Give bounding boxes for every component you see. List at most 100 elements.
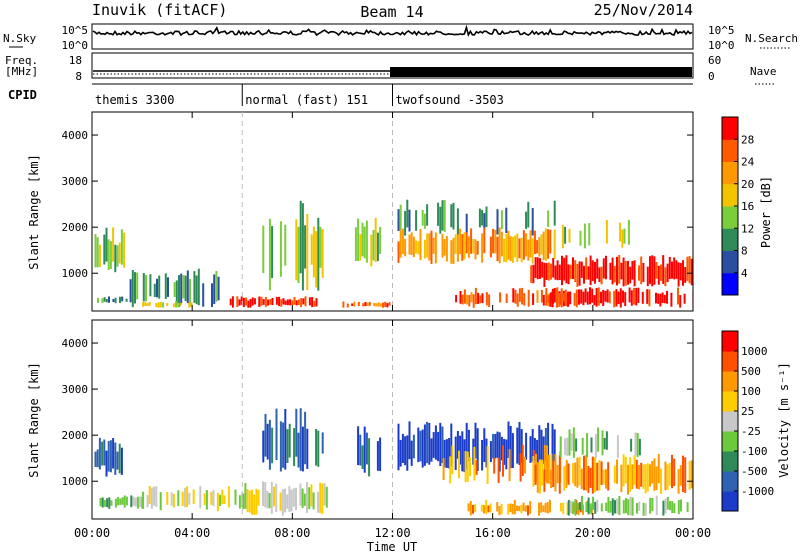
scatter-cell bbox=[540, 429, 543, 462]
scatter-cell bbox=[269, 299, 272, 305]
scatter-cell bbox=[556, 288, 558, 308]
scatter-cell bbox=[321, 483, 324, 514]
scatter-cell bbox=[587, 497, 590, 515]
scatter-cell bbox=[516, 233, 519, 262]
scatter-cell bbox=[166, 491, 169, 505]
scatter-cell bbox=[374, 218, 377, 262]
scatter-cell bbox=[596, 462, 599, 491]
scatter-cell bbox=[533, 438, 536, 461]
scatter-cell bbox=[279, 492, 282, 511]
scatter-cell bbox=[268, 493, 271, 509]
colorbar-cell bbox=[722, 250, 738, 274]
scatter-cell bbox=[613, 465, 616, 484]
scatter-cell bbox=[419, 430, 422, 462]
scatter-cell bbox=[376, 232, 379, 262]
x-tick-label: 00:00 bbox=[74, 526, 110, 540]
scatter-cell bbox=[570, 500, 572, 514]
nave-dense-bars bbox=[390, 67, 692, 77]
scatter-cell bbox=[159, 301, 162, 308]
scatter-cell bbox=[545, 263, 548, 280]
scatter-cell bbox=[592, 496, 594, 510]
scatter-cell bbox=[664, 267, 667, 287]
x-tick-label: 20:00 bbox=[575, 526, 611, 540]
scatter-cell bbox=[210, 491, 213, 505]
scatter-cell bbox=[637, 287, 640, 303]
scatter-cell bbox=[666, 464, 669, 490]
scatter-cell bbox=[497, 457, 500, 483]
scatter-cell bbox=[121, 296, 124, 302]
scatter-cell bbox=[644, 503, 647, 516]
scatter-cell bbox=[125, 496, 128, 506]
scatter-cell bbox=[635, 287, 638, 306]
scatter-cell bbox=[489, 503, 492, 513]
scatter-cell bbox=[543, 445, 546, 481]
scatter-cell bbox=[301, 203, 304, 291]
scatter-cell bbox=[109, 241, 112, 269]
scatter-cell bbox=[518, 238, 521, 259]
scatter-cell bbox=[516, 427, 519, 464]
scatter-cell bbox=[564, 438, 567, 456]
scatter-cell bbox=[366, 302, 369, 307]
scatter-cell bbox=[268, 218, 271, 291]
scatter-cell bbox=[445, 236, 448, 262]
scatter-cell bbox=[578, 261, 581, 286]
scatter-cell bbox=[536, 257, 539, 280]
scatter-cell bbox=[260, 296, 263, 306]
scatter-cell bbox=[202, 283, 205, 307]
scatter-cell bbox=[538, 237, 541, 257]
scatter-cell bbox=[634, 432, 637, 456]
scatter-cell bbox=[379, 227, 382, 254]
scatter-cell bbox=[586, 433, 589, 458]
scatter-cell bbox=[627, 499, 630, 516]
scatter-cell bbox=[275, 296, 278, 305]
scatter-cell bbox=[550, 469, 552, 489]
scatter-cell bbox=[399, 230, 402, 258]
scatter-cell bbox=[477, 292, 480, 304]
scatter-cell bbox=[570, 433, 573, 451]
scatter-cell bbox=[363, 226, 366, 259]
scatter-cell bbox=[541, 459, 544, 486]
scatter-cell bbox=[301, 488, 304, 508]
scatter-cell bbox=[566, 437, 569, 456]
scatter-cell bbox=[306, 428, 309, 469]
scatter-cell bbox=[673, 503, 676, 513]
scatter-cell bbox=[560, 503, 562, 512]
scatter-cell bbox=[236, 296, 239, 307]
scatter-cell bbox=[98, 244, 101, 267]
scatter-cell bbox=[112, 227, 115, 262]
scatter-cell bbox=[212, 490, 215, 507]
nave-right-tick-top: 60 bbox=[708, 54, 721, 67]
scatter-cell bbox=[472, 294, 475, 308]
scatter-cell bbox=[675, 260, 678, 279]
scatter-cell bbox=[410, 232, 413, 255]
scatter-cell bbox=[445, 439, 448, 468]
scatter-cell bbox=[262, 481, 264, 506]
scatter-cell bbox=[554, 265, 557, 280]
scatter-cell bbox=[649, 464, 651, 487]
scatter-cell bbox=[538, 502, 540, 516]
scatter-cell bbox=[636, 503, 638, 514]
scatter-cell bbox=[357, 426, 360, 466]
scatter-cell bbox=[319, 482, 322, 513]
scatter-cell bbox=[464, 451, 467, 483]
scatter-cell bbox=[514, 235, 517, 258]
scatter-cell bbox=[496, 236, 499, 262]
scatter-cell bbox=[587, 465, 590, 493]
scatter-cell bbox=[492, 433, 495, 459]
scatter-cell bbox=[525, 432, 528, 460]
scatter-cell bbox=[299, 483, 302, 506]
colorbar-cell bbox=[722, 491, 738, 512]
scatter-cell bbox=[581, 496, 583, 511]
scatter-cell bbox=[518, 506, 521, 512]
scatter-cell bbox=[485, 292, 488, 306]
scatter-cell bbox=[155, 486, 158, 507]
nsky-left-label: N.Sky bbox=[3, 32, 36, 45]
scatter-cell bbox=[572, 501, 575, 515]
scatter-cell bbox=[552, 460, 555, 487]
scatter-cell bbox=[375, 303, 378, 307]
scatter-cell bbox=[423, 424, 426, 466]
scatter-cell bbox=[547, 229, 550, 259]
scatter-cell bbox=[481, 233, 484, 263]
scatter-cell bbox=[688, 256, 691, 284]
scatter-cell bbox=[146, 303, 149, 306]
